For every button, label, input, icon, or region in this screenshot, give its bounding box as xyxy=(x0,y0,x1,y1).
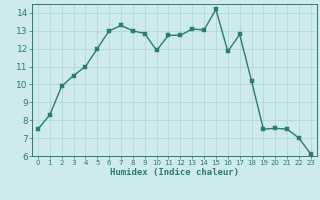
X-axis label: Humidex (Indice chaleur): Humidex (Indice chaleur) xyxy=(110,168,239,177)
